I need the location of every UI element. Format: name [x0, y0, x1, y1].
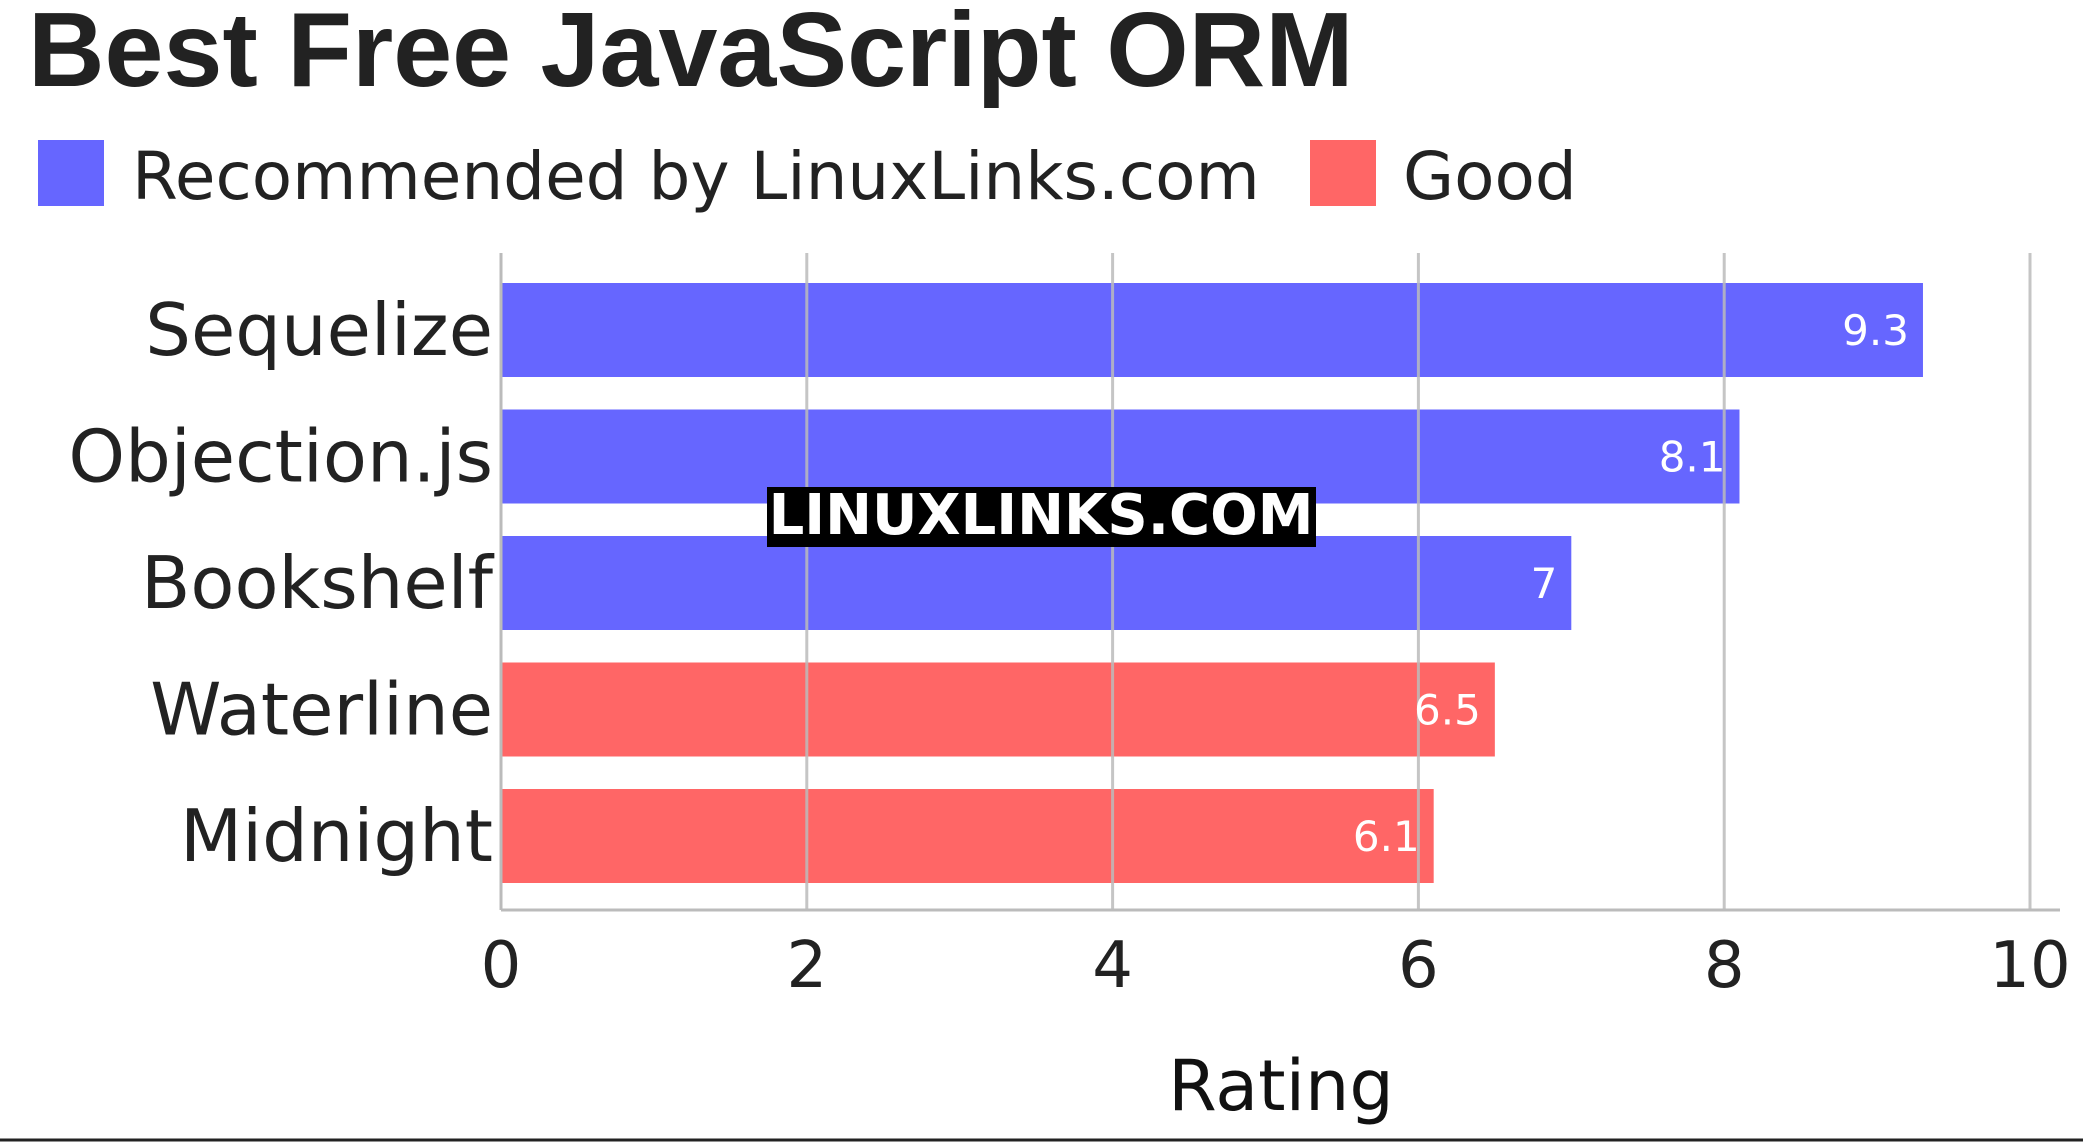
tick-label: 6 [1398, 929, 1439, 1003]
category-label: Midnight [180, 794, 493, 878]
legend-label-good: Good [1403, 138, 1577, 215]
legend-label-recommended: Recommended by LinuxLinks.com [132, 138, 1260, 215]
watermark-background [767, 487, 1316, 547]
category-labels: Sequelize Objection.js Bookshelf Waterline M… [68, 288, 494, 878]
tick-labels: 0 2 4 6 8 10 [481, 929, 2071, 1003]
grid [805, 253, 2032, 910]
bar-sequelize [501, 283, 1923, 377]
bars [501, 283, 1923, 883]
watermark-text: LINUXLINKS.COM [769, 483, 1314, 548]
value-label: 7 [1531, 559, 1558, 608]
bar-bookshelf [501, 536, 1572, 630]
x-axis-title: Rating [1168, 1045, 1394, 1127]
tick-label: 2 [786, 929, 827, 1003]
x-axis [499, 253, 2060, 912]
legend: Recommended by LinuxLinks.com Good [38, 138, 1577, 215]
chart-title: Best Free JavaScript ORM [28, 0, 1354, 109]
category-label: Bookshelf [141, 541, 495, 625]
value-labels: 9.3 8.1 7 6.5 6.1 [1353, 306, 1909, 861]
tick-label: 4 [1092, 929, 1133, 1003]
tick-label: 8 [1704, 929, 1745, 1003]
category-label: Sequelize [145, 288, 493, 372]
value-label: 6.5 [1414, 686, 1481, 735]
tick-label: 10 [1989, 929, 2070, 1003]
category-label: Objection.js [68, 415, 493, 499]
bar-waterline [501, 662, 1495, 757]
legend-swatch-recommended [38, 140, 104, 206]
value-label: 8.1 [1659, 433, 1726, 482]
bar-midnight [501, 789, 1434, 883]
category-label: Waterline [150, 668, 493, 752]
watermark: LINUXLINKS.COM [767, 483, 1316, 548]
value-label: 9.3 [1842, 306, 1909, 355]
legend-swatch-good [1310, 140, 1376, 206]
tick-label: 0 [481, 929, 522, 1003]
value-label: 6.1 [1353, 812, 1420, 861]
